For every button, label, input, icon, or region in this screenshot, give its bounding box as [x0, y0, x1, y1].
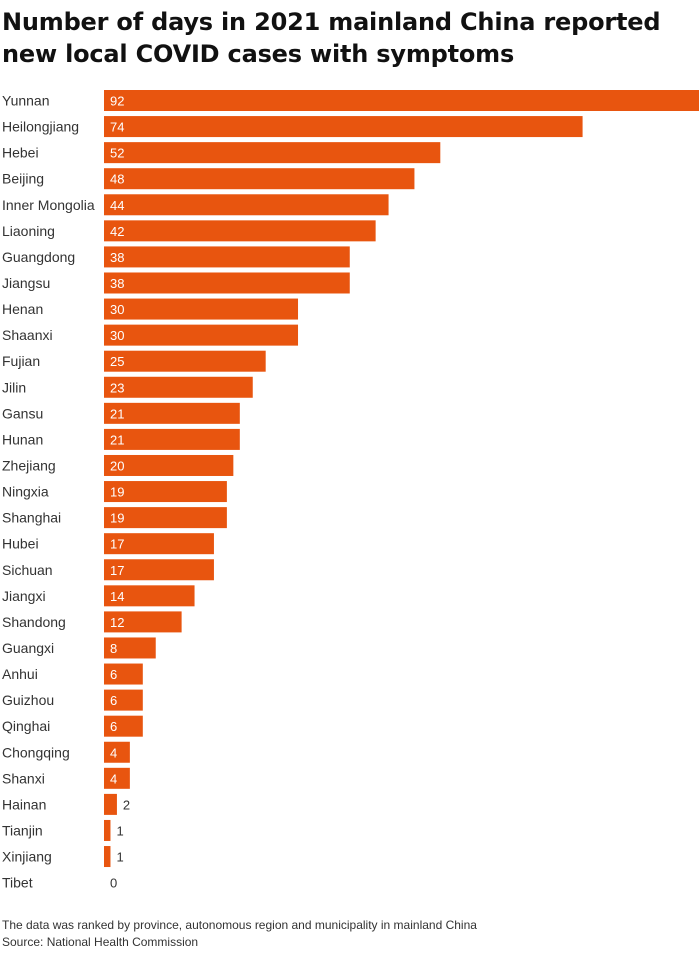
value-label-hunan: 21: [110, 432, 124, 447]
category-label-hebei: Hebei: [2, 145, 39, 161]
category-label-heilongjiang: Heilongjiang: [2, 119, 79, 135]
category-label-inner-mongolia: Inner Mongolia: [2, 197, 95, 213]
bar-hunan: [104, 428, 240, 450]
value-label-ningxia: 19: [110, 485, 124, 500]
bar-anhui: [104, 663, 143, 685]
value-label-sichuan: 17: [110, 563, 124, 578]
value-label-shanxi: 4: [110, 771, 117, 786]
bar-jiangsu: [104, 272, 350, 294]
category-label-zhejiang: Zhejiang: [2, 457, 56, 473]
category-label-hainan: Hainan: [2, 796, 46, 812]
bar-shandong: [104, 611, 182, 633]
bar-inner-mongolia: [104, 194, 389, 216]
value-label-xinjiang: 1: [116, 850, 123, 865]
category-label-gansu: Gansu: [2, 405, 43, 421]
bar-jiangxi: [104, 585, 195, 607]
value-label-fujian: 25: [110, 354, 124, 369]
category-label-henan: Henan: [2, 301, 43, 317]
value-label-shaanxi: 30: [110, 328, 124, 343]
value-label-hebei: 52: [110, 146, 124, 161]
category-label-fujian: Fujian: [2, 353, 40, 369]
category-label-xinjiang: Xinjiang: [2, 849, 52, 865]
bar-hubei: [104, 533, 214, 555]
category-label-qinghai: Qinghai: [2, 718, 50, 734]
value-label-henan: 30: [110, 302, 124, 317]
category-label-jilin: Jilin: [2, 379, 26, 395]
category-label-ningxia: Ningxia: [2, 484, 49, 500]
category-label-shaanxi: Shaanxi: [2, 327, 53, 343]
value-label-qinghai: 6: [110, 719, 117, 734]
bar-fujian: [104, 350, 266, 372]
value-label-yunnan: 92: [110, 94, 124, 109]
value-label-chongqing: 4: [110, 745, 117, 760]
bar-tianjin: [104, 819, 111, 841]
value-label-jiangxi: 14: [110, 589, 124, 604]
value-label-jiangsu: 38: [110, 276, 124, 291]
chart-source: Source: National Health Commission: [2, 935, 199, 949]
value-label-hainan: 2: [123, 797, 130, 812]
category-label-guangxi: Guangxi: [2, 640, 54, 656]
value-label-guangdong: 38: [110, 250, 124, 265]
value-label-anhui: 6: [110, 667, 117, 682]
value-label-shandong: 12: [110, 615, 124, 630]
value-label-hubei: 17: [110, 537, 124, 552]
value-label-gansu: 21: [110, 406, 124, 421]
category-label-liaoning: Liaoning: [2, 223, 55, 239]
chart-title: Number of days in 2021 mainland China re…: [2, 8, 661, 68]
bar-guizhou: [104, 689, 143, 711]
category-label-jiangsu: Jiangsu: [2, 275, 50, 291]
category-label-anhui: Anhui: [2, 666, 38, 682]
category-label-hubei: Hubei: [2, 536, 39, 552]
bar-xinjiang: [104, 846, 111, 868]
category-label-tibet: Tibet: [2, 875, 33, 891]
bar-henan: [104, 298, 299, 320]
bar-beijing: [104, 168, 415, 190]
bar-shanxi: [104, 767, 130, 789]
bar-shaanxi: [104, 324, 299, 346]
category-label-jiangxi: Jiangxi: [2, 588, 46, 604]
category-label-tianjin: Tianjin: [2, 822, 43, 838]
value-label-guangxi: 8: [110, 641, 117, 656]
category-label-guizhou: Guizhou: [2, 692, 54, 708]
category-label-hunan: Hunan: [2, 431, 43, 447]
bar-jilin: [104, 376, 253, 398]
bar-qinghai: [104, 715, 143, 737]
value-label-tianjin: 1: [116, 823, 123, 838]
bar-liaoning: [104, 220, 376, 242]
value-label-zhejiang: 20: [110, 458, 124, 473]
bar-sichuan: [104, 559, 214, 581]
bar-shanghai: [104, 507, 227, 529]
bar-ningxia: [104, 481, 227, 503]
value-label-tibet: 0: [110, 876, 117, 891]
value-label-guizhou: 6: [110, 693, 117, 708]
category-label-yunnan: Yunnan: [2, 93, 50, 109]
bar-hebei: [104, 142, 441, 164]
value-label-beijing: 48: [110, 172, 124, 187]
bar-chongqing: [104, 741, 130, 763]
bar-guangdong: [104, 246, 350, 268]
bar-heilongjiang: [104, 116, 583, 138]
bar-gansu: [104, 402, 240, 424]
category-label-beijing: Beijing: [2, 171, 44, 187]
value-label-heilongjiang: 74: [110, 120, 124, 135]
chart-footnote: The data was ranked by province, autonom…: [2, 918, 477, 932]
bar-zhejiang: [104, 454, 234, 476]
value-label-shanghai: 19: [110, 511, 124, 526]
value-label-jilin: 23: [110, 380, 124, 395]
value-label-inner-mongolia: 44: [110, 198, 124, 213]
category-label-shanghai: Shanghai: [2, 510, 61, 526]
category-label-sichuan: Sichuan: [2, 562, 53, 578]
category-label-guangdong: Guangdong: [2, 249, 75, 265]
value-label-liaoning: 42: [110, 224, 124, 239]
category-label-chongqing: Chongqing: [2, 744, 70, 760]
category-label-shanxi: Shanxi: [2, 770, 45, 786]
bar-yunnan: [104, 90, 699, 111]
bar-hainan: [104, 793, 117, 815]
category-label-shandong: Shandong: [2, 614, 66, 630]
bar-guangxi: [104, 637, 156, 659]
